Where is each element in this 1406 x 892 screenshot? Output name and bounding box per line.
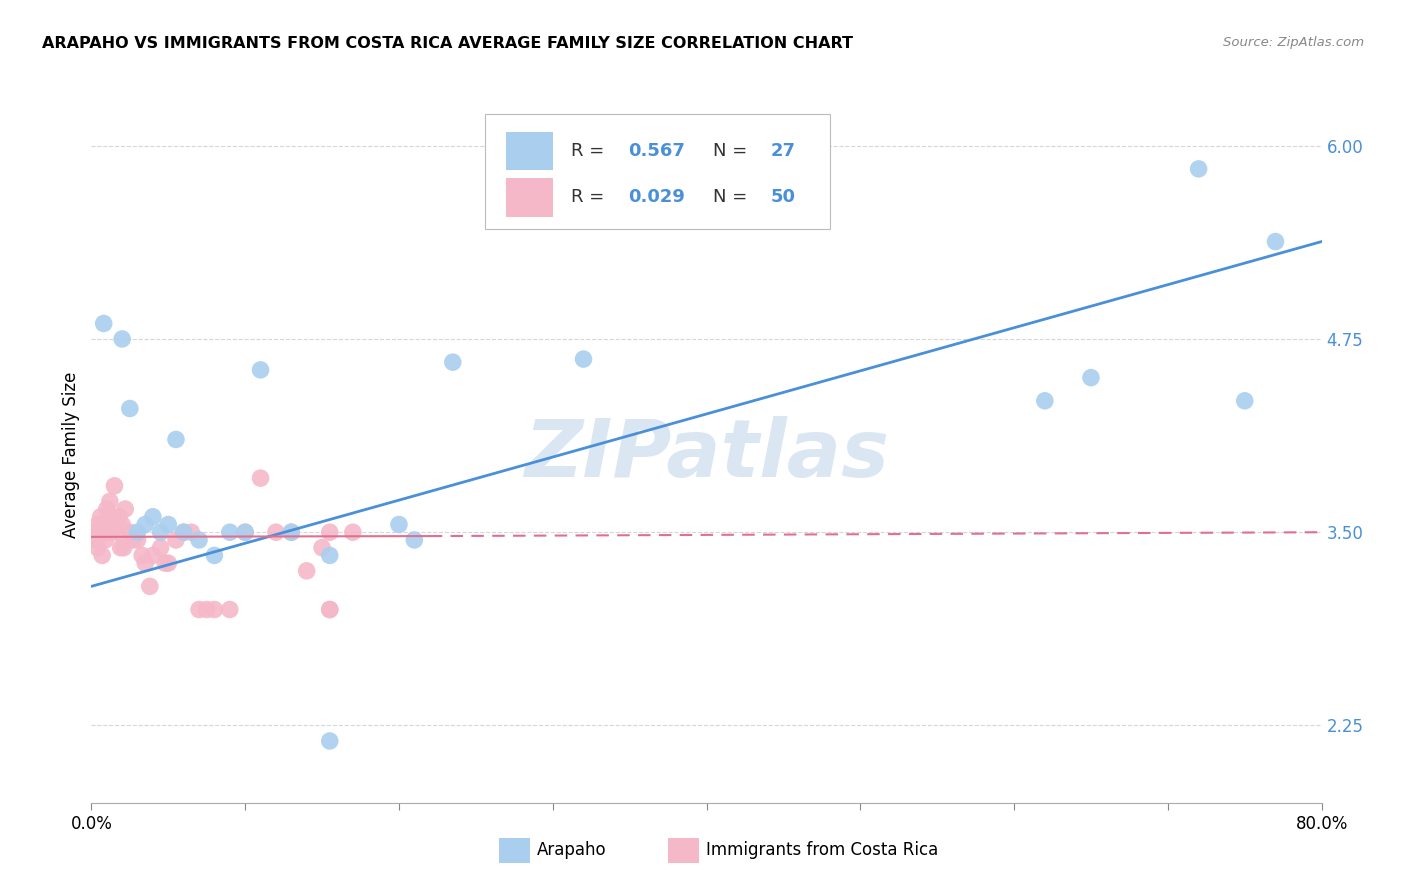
Bar [506,132,553,170]
Point [311,541,333,555]
Point [96,502,118,516]
Text: Source: ZipAtlas.com: Source: ZipAtlas.com [1223,36,1364,49]
Point [93,317,115,331]
Point [97,525,120,540]
FancyBboxPatch shape [485,114,830,229]
Point [319,734,342,748]
Point [180,525,202,540]
Point [127,533,149,547]
Point [118,525,141,540]
Point [157,517,180,532]
Point [319,602,342,616]
Point [441,355,464,369]
Point [233,525,256,540]
Point [1264,235,1286,249]
Point [202,602,225,616]
Point [157,556,180,570]
Text: R =: R = [571,142,610,160]
Point [264,525,287,540]
Point [139,579,162,593]
Point [1187,161,1209,176]
Point [218,602,240,616]
Point [218,525,240,540]
Point [91,525,114,540]
Point [188,602,211,616]
Y-axis label: Average Family Size: Average Family Size [62,372,80,538]
Point [111,517,134,532]
Point [131,549,153,563]
Point [572,352,595,367]
Point [84,533,107,547]
Point [111,332,134,346]
Point [280,525,302,540]
Point [142,509,165,524]
Point [295,564,318,578]
Point [319,602,342,616]
Point [249,471,271,485]
Point [280,525,302,540]
Point [103,479,125,493]
Point [134,517,156,532]
Point [1080,370,1102,384]
Point [233,525,256,540]
Point [100,525,122,540]
Point [105,517,127,532]
Point [118,401,141,416]
Point [195,602,218,616]
Point [134,556,156,570]
Point [86,541,108,555]
Point [90,509,112,524]
Point [165,533,187,547]
Point [319,549,342,563]
Point [153,556,177,570]
Point [127,525,149,540]
Point [93,517,115,532]
Point [249,363,271,377]
Point [122,533,145,547]
Point [173,525,195,540]
Text: Immigrants from Costa Rica: Immigrants from Costa Rica [706,841,938,859]
Point [342,525,364,540]
Text: N =: N = [713,188,752,206]
Point [142,549,165,563]
Point [101,509,124,524]
Point [84,525,107,540]
Point [91,549,114,563]
Point [319,525,342,540]
Point [202,549,225,563]
Text: R =: R = [571,188,610,206]
Point [149,541,172,555]
Text: 0.029: 0.029 [627,188,685,206]
Point [388,517,411,532]
Text: 27: 27 [770,142,796,160]
Point [107,525,129,540]
Point [87,525,110,540]
Text: 0.567: 0.567 [627,142,685,160]
Point [1233,393,1256,408]
Point [173,525,195,540]
Point [86,517,108,532]
Text: ARAPAHO VS IMMIGRANTS FROM COSTA RICA AVERAGE FAMILY SIZE CORRELATION CHART: ARAPAHO VS IMMIGRANTS FROM COSTA RICA AV… [42,36,853,51]
Text: Arapaho: Arapaho [537,841,607,859]
Point [149,525,172,540]
Point [1033,393,1056,408]
Point [108,509,131,524]
Text: N =: N = [713,142,752,160]
Point [114,502,136,516]
Point [165,433,187,447]
Point [98,494,121,508]
Point [112,541,135,555]
Point [110,541,132,555]
Bar [506,178,553,217]
Point [404,533,426,547]
Text: ZIPatlas: ZIPatlas [524,416,889,494]
Point [188,533,211,547]
Text: 50: 50 [770,188,796,206]
Point [94,533,117,547]
